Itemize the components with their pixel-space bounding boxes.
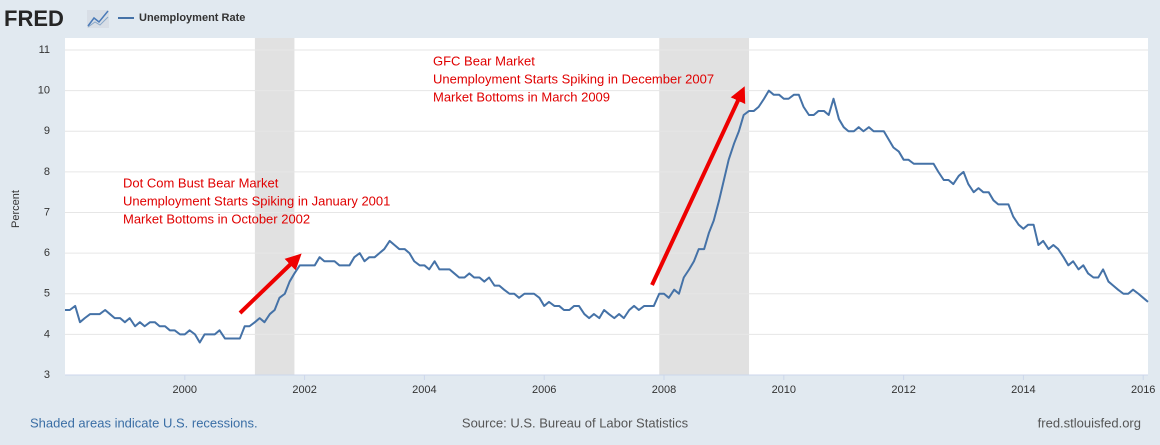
y-tick-label: 7 (44, 206, 50, 218)
y-tick-label: 9 (44, 125, 50, 137)
recession-note: Shaded areas indicate U.S. recessions. (30, 415, 258, 430)
x-tick-label: 2010 (772, 384, 796, 396)
source: Source: U.S. Bureau of Labor Statistics (462, 415, 689, 430)
y-tick-label: 6 (44, 247, 50, 259)
annotation: Market Bottoms in October 2002 (123, 211, 310, 226)
annotation: Unemployment Starts Spiking in December … (433, 71, 714, 86)
plot-area (65, 38, 1148, 375)
annotation: Market Bottoms in March 2009 (433, 89, 610, 104)
y-tick-label: 8 (44, 166, 50, 178)
x-tick-label: 2014 (1011, 384, 1035, 396)
arrow (238, 253, 302, 315)
x-tick-label: 2000 (173, 384, 197, 396)
x-tick-label: 2016 (1131, 384, 1155, 396)
annotation: Unemployment Starts Spiking in January 2… (123, 193, 390, 208)
y-tick-label: 3 (44, 369, 50, 381)
arrow (650, 86, 746, 286)
y-tick-label: 10 (38, 85, 50, 97)
logo: FRED (4, 6, 64, 31)
x-tick-label: 2004 (412, 384, 436, 396)
recession-band (659, 38, 750, 375)
logo-icon (87, 10, 109, 28)
annotation: Dot Com Bust Bear Market (123, 175, 279, 190)
legend-label: Unemployment Rate (139, 12, 245, 24)
x-tick-label: 2002 (292, 384, 316, 396)
x-tick-label: 2012 (891, 384, 915, 396)
x-tick-label: 2006 (532, 384, 556, 396)
x-tick-label: 2008 (652, 384, 676, 396)
annotation: GFC Bear Market (433, 53, 535, 68)
site: fred.stlouisfed.org (1038, 415, 1141, 430)
y-tick-label: 4 (44, 328, 50, 340)
y-tick-label: 11 (39, 44, 50, 56)
y-axis-label: Percent (10, 190, 22, 228)
data-line (65, 89, 1149, 344)
y-tick-label: 5 (44, 288, 50, 300)
